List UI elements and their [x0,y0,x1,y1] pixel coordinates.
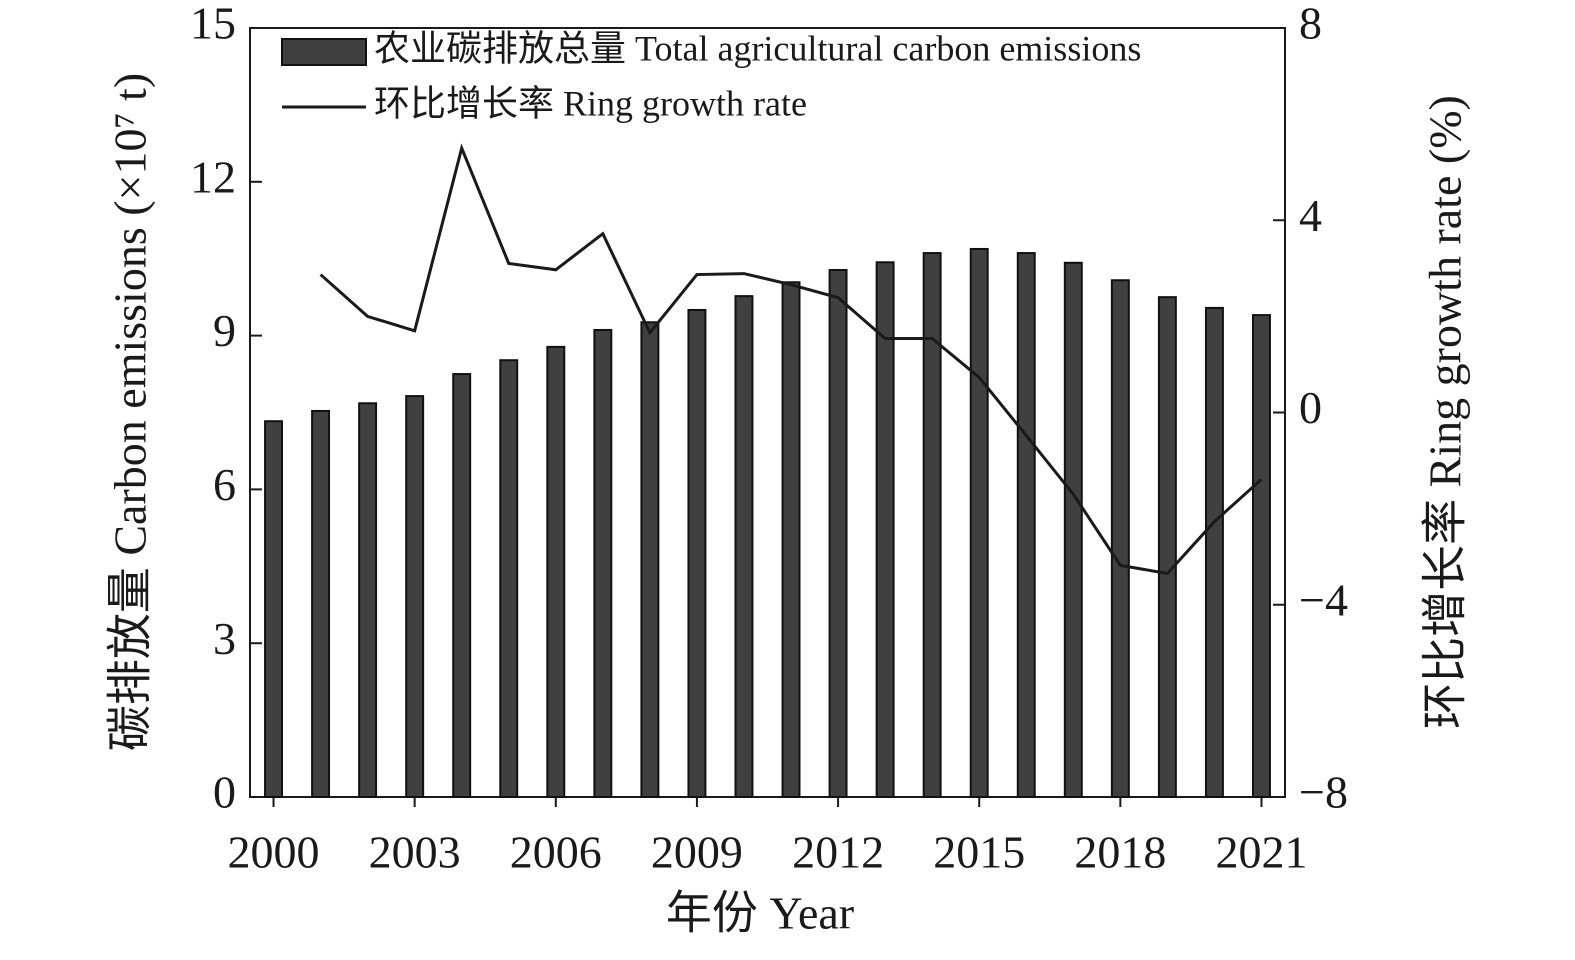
y-tick-label: 12 [190,151,236,202]
legend-swatch [281,38,367,66]
bar [546,345,566,798]
bar [499,359,519,798]
x-tick-label: 2015 [933,827,1025,878]
x-tick-label: 2021 [1215,827,1307,878]
line [319,143,1263,576]
bar [922,252,942,798]
y-tick-label: 3 [213,613,236,664]
bar [1016,252,1036,798]
bar [781,281,801,798]
x-tick-label: 2003 [369,827,461,878]
bar [405,395,425,798]
y2-axis-title: 环比增长率 Ring growth rate (%) [1420,95,1471,729]
bar [1204,306,1224,798]
bar [1063,261,1083,798]
y2-tick-label: 8 [1299,0,1322,49]
bar [734,295,754,798]
y-axis-title: 碳排放量 Carbon emissions (×10⁷ t) [105,73,156,751]
x-tick-label: 2000 [228,827,320,878]
bar [875,261,895,798]
bar [1110,279,1130,798]
legend-label: 农业碳排放总量 Total agricultural carbon emissi… [374,28,1141,68]
bar [828,268,848,799]
x-tick-label: 2006 [510,827,602,878]
y2-tick-label: 4 [1299,190,1322,241]
bar [593,328,613,798]
bar [311,409,331,798]
bar [640,321,660,798]
bar [358,402,378,798]
bar [452,373,472,798]
x-tick-label: 2018 [1074,827,1166,878]
y-tick-label: 6 [213,459,236,510]
y2-tick-label: −8 [1299,767,1348,818]
y-tick-label: 9 [213,305,236,356]
bar [264,420,283,798]
bar [1157,296,1177,798]
bar [687,308,707,798]
y2-tick-label: −4 [1299,574,1348,625]
x-tick-label: 2012 [792,827,884,878]
legend-label: 环比增长率 Ring growth rate [374,83,807,123]
x-tick-label: 2009 [651,827,743,878]
y-tick-label: 0 [213,767,236,818]
bar [969,247,989,798]
x-axis-title: 年份 Year [666,888,854,939]
y-tick-label: 15 [190,0,236,49]
bar [1252,314,1271,798]
y2-tick-label: 0 [1299,382,1322,433]
